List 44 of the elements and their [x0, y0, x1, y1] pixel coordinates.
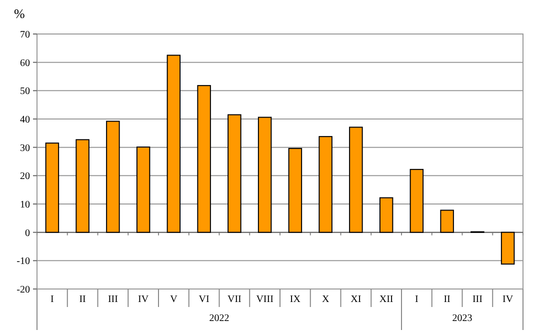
bar [136, 146, 150, 233]
x-tick-label: III [108, 294, 118, 305]
bar [379, 197, 394, 233]
x-tick-label: IX [290, 294, 302, 305]
x-tick-label: X [322, 294, 330, 305]
x-tick-label: XI [350, 294, 362, 305]
bar [228, 114, 242, 233]
text: 2023 [452, 313, 472, 324]
bar [76, 139, 90, 233]
x-tick-label: VII [227, 294, 242, 305]
x-tick-label: III [472, 294, 482, 305]
bar [197, 85, 211, 233]
text: 2022 [209, 313, 230, 324]
bar [258, 116, 272, 233]
bar [349, 126, 363, 233]
x-tick-label: IV [502, 294, 514, 305]
x-tick-label: V [170, 294, 178, 305]
bar [166, 54, 181, 233]
y-tick-label: -10 [16, 256, 30, 268]
y-tick-label: 20 [20, 171, 30, 182]
x-tick-label: XII [379, 294, 394, 305]
y-tick-label: 60 [20, 58, 30, 69]
x-tick-label: II [444, 294, 450, 305]
bar [318, 136, 332, 233]
y-tick-label: 40 [20, 114, 30, 126]
y-tick-label: 30 [20, 142, 30, 154]
y-tick-label: 10 [20, 200, 30, 210]
x-tick-label: VIII [256, 294, 274, 305]
x-tick-label: VI [198, 294, 210, 305]
y-tick-label: 0 [25, 228, 30, 239]
x-tick-label: IV [138, 294, 150, 305]
y-tick-label: -20 [16, 284, 30, 296]
y-axis-title: % [14, 6, 25, 21]
bar [106, 120, 120, 233]
x-tick-label: II [79, 294, 86, 305]
bar [440, 210, 454, 233]
y-tick-label: 50 [20, 86, 30, 98]
bar [288, 148, 302, 233]
y-tick-label: 70 [20, 30, 30, 40]
x-tick-label: I [415, 294, 418, 305]
bar [410, 168, 424, 233]
bar [45, 142, 60, 233]
bar [500, 232, 515, 265]
x-tick-label: I [50, 294, 54, 305]
